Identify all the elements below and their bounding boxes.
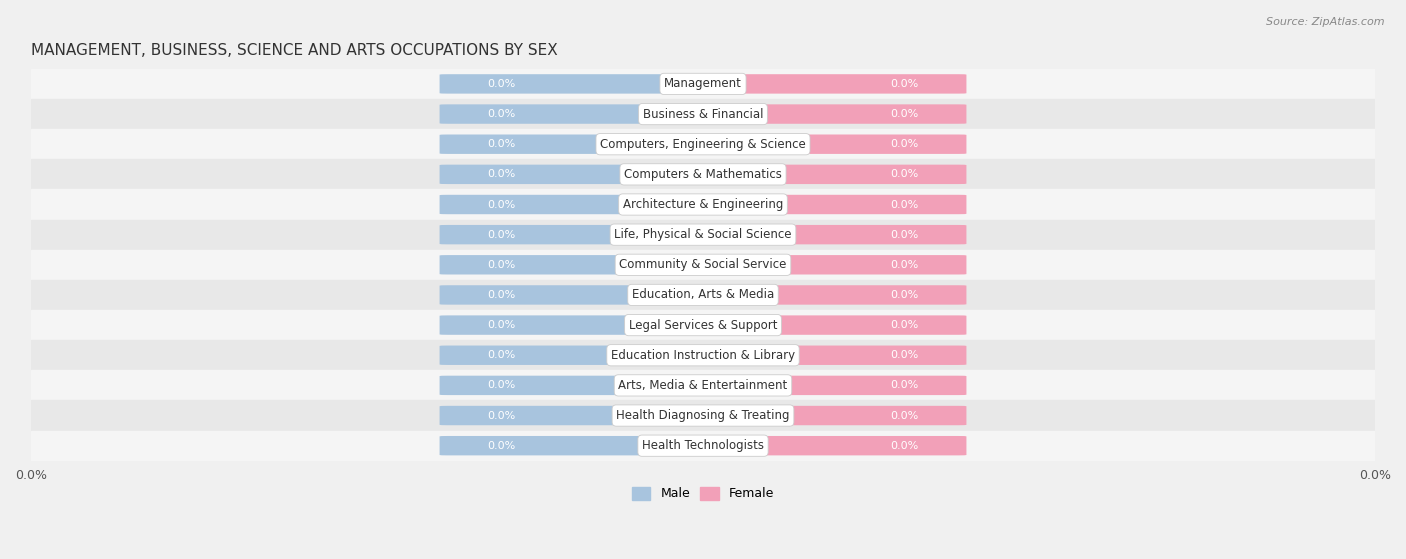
Text: Source: ZipAtlas.com: Source: ZipAtlas.com [1267, 17, 1385, 27]
Text: Arts, Media & Entertainment: Arts, Media & Entertainment [619, 379, 787, 392]
FancyBboxPatch shape [695, 406, 966, 425]
Bar [31, 69, 1375, 99]
Bar [31, 220, 1375, 250]
Text: 0.0%: 0.0% [488, 320, 516, 330]
Bar [31, 430, 1375, 461]
Bar [31, 280, 1375, 310]
FancyBboxPatch shape [695, 345, 966, 365]
Bar [31, 190, 1375, 220]
FancyBboxPatch shape [440, 255, 711, 274]
Bar [31, 340, 1375, 370]
Bar [31, 310, 1375, 340]
Text: 0.0%: 0.0% [488, 230, 516, 240]
FancyBboxPatch shape [440, 165, 711, 184]
Text: 0.0%: 0.0% [890, 440, 918, 451]
FancyBboxPatch shape [695, 315, 966, 335]
FancyBboxPatch shape [695, 255, 966, 274]
Text: Legal Services & Support: Legal Services & Support [628, 319, 778, 331]
Text: 0.0%: 0.0% [890, 169, 918, 179]
FancyBboxPatch shape [440, 345, 711, 365]
FancyBboxPatch shape [695, 376, 966, 395]
FancyBboxPatch shape [440, 135, 711, 154]
Text: 0.0%: 0.0% [890, 139, 918, 149]
FancyBboxPatch shape [695, 225, 966, 244]
FancyBboxPatch shape [440, 105, 711, 124]
FancyBboxPatch shape [695, 285, 966, 305]
FancyBboxPatch shape [695, 195, 966, 214]
Text: 0.0%: 0.0% [488, 410, 516, 420]
Text: Health Diagnosing & Treating: Health Diagnosing & Treating [616, 409, 790, 422]
FancyBboxPatch shape [695, 436, 966, 456]
FancyBboxPatch shape [440, 406, 711, 425]
Text: 0.0%: 0.0% [488, 79, 516, 89]
Bar [31, 129, 1375, 159]
Text: 0.0%: 0.0% [890, 380, 918, 390]
Text: 0.0%: 0.0% [488, 200, 516, 210]
Bar [31, 159, 1375, 190]
FancyBboxPatch shape [440, 315, 711, 335]
Text: 0.0%: 0.0% [488, 290, 516, 300]
Text: Education Instruction & Library: Education Instruction & Library [612, 349, 794, 362]
Text: Management: Management [664, 77, 742, 91]
Text: 0.0%: 0.0% [890, 410, 918, 420]
Text: 0.0%: 0.0% [890, 230, 918, 240]
Text: 0.0%: 0.0% [890, 290, 918, 300]
Text: 0.0%: 0.0% [890, 200, 918, 210]
Bar [31, 370, 1375, 400]
Text: 0.0%: 0.0% [488, 260, 516, 270]
Text: Computers, Engineering & Science: Computers, Engineering & Science [600, 138, 806, 151]
Text: Computers & Mathematics: Computers & Mathematics [624, 168, 782, 181]
FancyBboxPatch shape [440, 74, 711, 93]
Text: 0.0%: 0.0% [488, 169, 516, 179]
Bar [31, 400, 1375, 430]
Text: 0.0%: 0.0% [890, 320, 918, 330]
Text: 0.0%: 0.0% [488, 109, 516, 119]
FancyBboxPatch shape [440, 225, 711, 244]
Text: MANAGEMENT, BUSINESS, SCIENCE AND ARTS OCCUPATIONS BY SEX: MANAGEMENT, BUSINESS, SCIENCE AND ARTS O… [31, 43, 558, 58]
FancyBboxPatch shape [440, 436, 711, 456]
Text: 0.0%: 0.0% [488, 440, 516, 451]
FancyBboxPatch shape [440, 376, 711, 395]
FancyBboxPatch shape [440, 285, 711, 305]
Text: 0.0%: 0.0% [488, 380, 516, 390]
Text: Architecture & Engineering: Architecture & Engineering [623, 198, 783, 211]
Text: 0.0%: 0.0% [890, 79, 918, 89]
Text: 0.0%: 0.0% [890, 260, 918, 270]
Text: Community & Social Service: Community & Social Service [619, 258, 787, 271]
Text: 0.0%: 0.0% [488, 139, 516, 149]
FancyBboxPatch shape [440, 195, 711, 214]
Text: 0.0%: 0.0% [890, 350, 918, 360]
FancyBboxPatch shape [695, 74, 966, 93]
Text: Life, Physical & Social Science: Life, Physical & Social Science [614, 228, 792, 241]
FancyBboxPatch shape [695, 165, 966, 184]
Text: Business & Financial: Business & Financial [643, 107, 763, 121]
Bar [31, 99, 1375, 129]
Text: 0.0%: 0.0% [488, 350, 516, 360]
Bar [31, 250, 1375, 280]
Legend: Male, Female: Male, Female [627, 482, 779, 505]
FancyBboxPatch shape [695, 135, 966, 154]
Text: Health Technologists: Health Technologists [643, 439, 763, 452]
Text: Education, Arts & Media: Education, Arts & Media [631, 288, 775, 301]
Text: 0.0%: 0.0% [890, 109, 918, 119]
FancyBboxPatch shape [695, 105, 966, 124]
